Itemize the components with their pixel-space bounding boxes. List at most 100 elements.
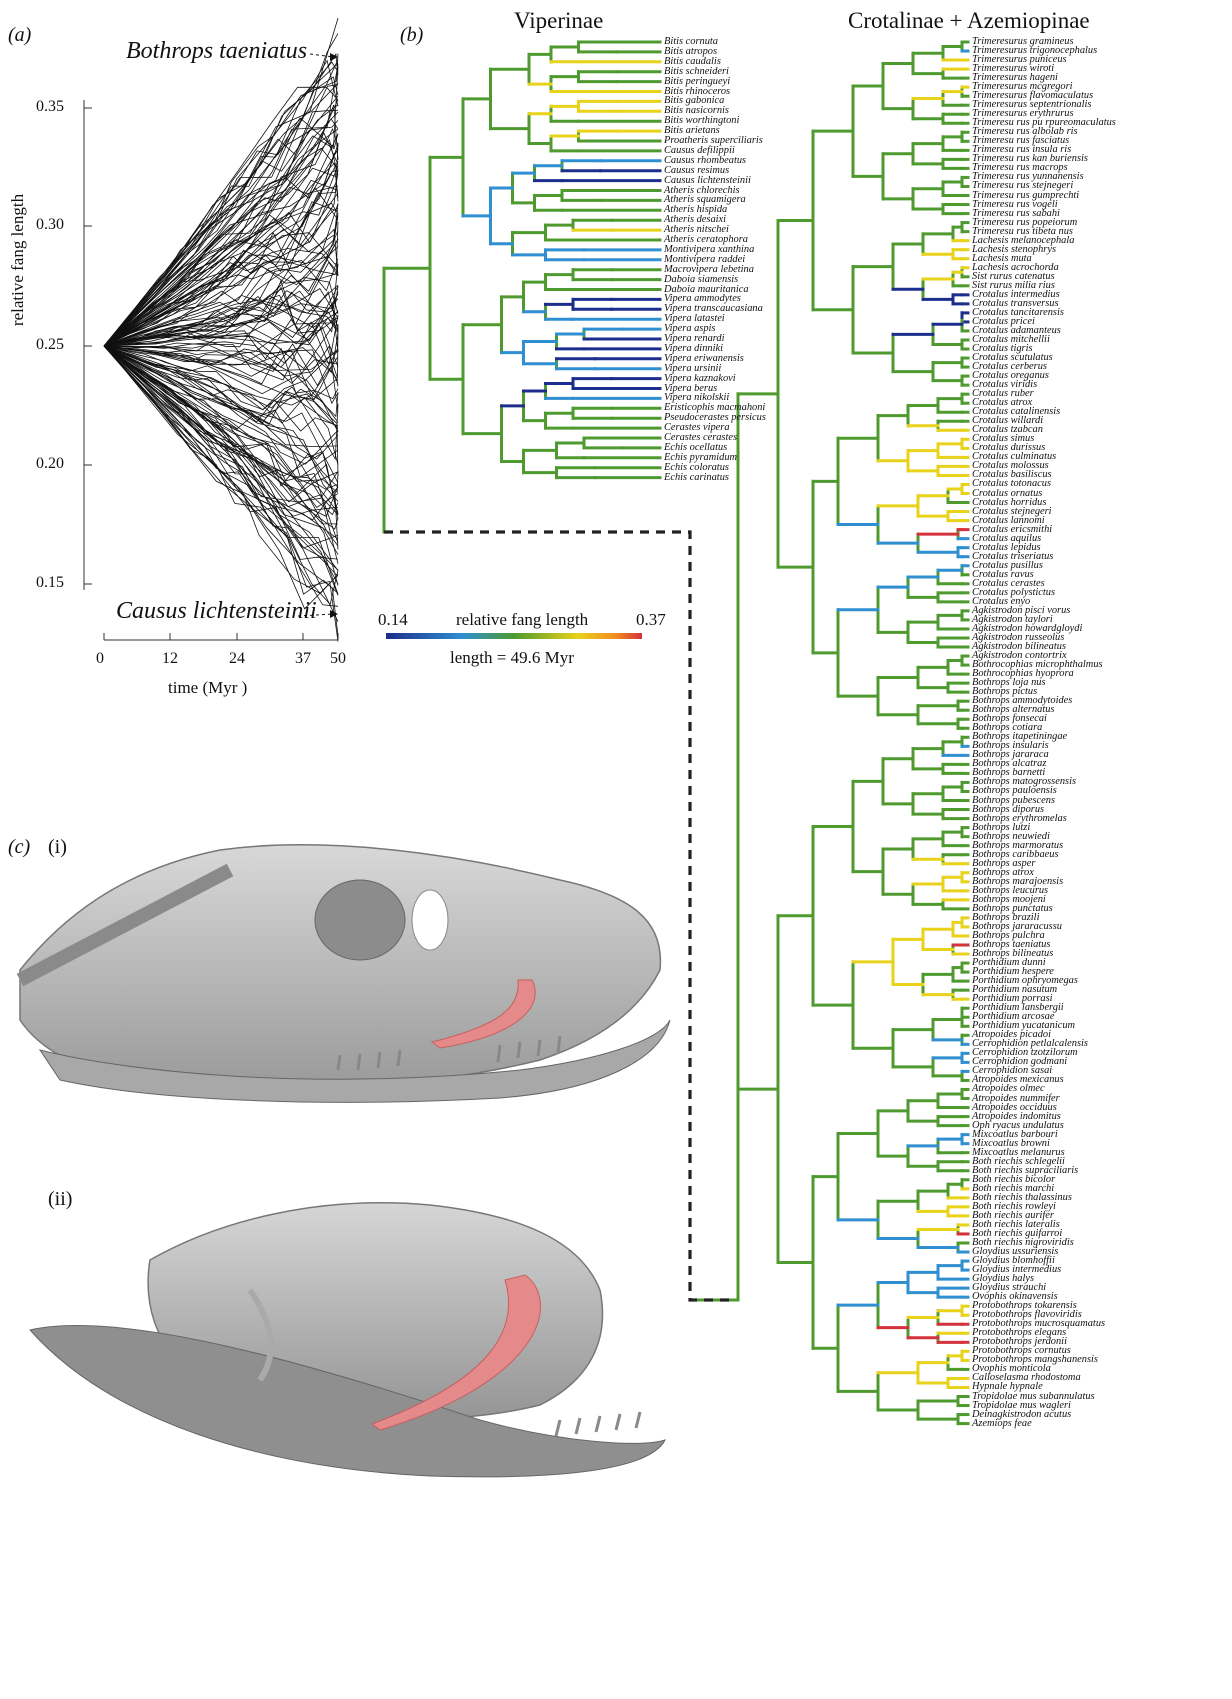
tip-label: Trimeresu rus macrops <box>972 162 1068 174</box>
tip-label: Crotalus durissus <box>972 442 1046 454</box>
tip-label: Bothrops atrox <box>972 866 1034 878</box>
tip-label: Mixcoatlus barbouri <box>972 1128 1058 1140</box>
tip-label: Trimeresurus wiroti <box>972 63 1055 75</box>
tip-label: Bothrops moojeni <box>972 893 1046 905</box>
crotalinae-title: Crotalinae + Azemiopinae <box>848 8 1090 33</box>
skull-i-teeth <box>336 1035 562 1071</box>
tip-label: Vipera berus <box>664 382 718 394</box>
tip-label: Bitis worthingtoni <box>664 115 740 127</box>
trajectory <box>103 261 339 347</box>
x-tick-label: 50 <box>330 650 346 667</box>
tip-label: Trimeresu rus stejnegeri <box>972 180 1074 192</box>
tip-label: Crotalus oreganus <box>972 370 1049 382</box>
tip-label: Vipera ammodytes <box>664 293 741 305</box>
tip-label: Crotalus polystictus <box>972 586 1056 598</box>
trajectory <box>103 207 339 347</box>
tip-label: Trimeresu rus pu rpureomaculatus <box>972 117 1116 129</box>
tip-label: Crotalus culminatus <box>972 451 1057 463</box>
tip-label: Bothrops fonsecai <box>972 713 1047 725</box>
trajectory <box>103 345 339 448</box>
tip-label: Cerastes vipera <box>664 422 730 434</box>
trajectory <box>103 318 339 381</box>
tip-label: Protobothrops mangshanensis <box>972 1354 1098 1366</box>
tip-label: Trimeresu rus tibeta nus <box>972 225 1073 237</box>
tip-label: Crotalus tancitarensis <box>972 306 1064 318</box>
tip-label: Echis coloratus <box>664 461 729 473</box>
tip-label: Tropidolae mus subannulatus <box>972 1390 1095 1402</box>
bottom-species-label: Causus lichtensteinii <box>116 598 317 624</box>
tip-label: Ovophis monticola <box>972 1363 1051 1375</box>
tip-label: Trimeresu rus vogeli <box>972 198 1058 210</box>
trajectory <box>103 127 339 347</box>
panel-a-plot <box>83 17 339 642</box>
tip-label: Bothrops pictus <box>972 686 1038 698</box>
trajectory <box>103 165 339 347</box>
tip-label: Bothrops jararaca <box>972 749 1049 761</box>
tip-label: Bothrops marajoensis <box>972 875 1064 887</box>
tip-label: Porthidium lansbergii <box>972 1002 1064 1014</box>
tip-label: Protobothrops elegans <box>972 1327 1067 1339</box>
tip-label: Causus defilippii <box>664 144 735 156</box>
tip-label: Trimeresu rus sabahi <box>972 207 1060 219</box>
tip-label: Trimeresurus puniceus <box>972 54 1067 66</box>
tip-label: Vipera transcaucasiana <box>664 303 763 315</box>
trajectory <box>103 345 339 423</box>
tip-label: Vipera ursinii <box>664 362 722 374</box>
tip-label: Agkistrodon taylori <box>972 613 1053 625</box>
tip-label: Trimeresurus hageni <box>972 72 1058 84</box>
tip-label: Agkistrodon contortrix <box>972 650 1067 662</box>
tip-label: Echis pyramidum <box>664 451 738 463</box>
tip-label: Bitis nasicornis <box>664 105 729 117</box>
skull-ii-teeth <box>554 1411 642 1437</box>
trajectory <box>103 221 339 347</box>
skull-ii-jaw <box>29 1325 666 1478</box>
trajectory <box>103 185 339 347</box>
tip-label: Bothrops alcatraz <box>972 758 1047 770</box>
tip-label: Atropoides nummifer <box>972 1092 1060 1104</box>
tip-label: Protobothrops tokarensis <box>972 1300 1077 1312</box>
trajectory <box>103 63 339 347</box>
panel-b-label: (b) <box>400 24 424 46</box>
tip-label: Echis ocellatus <box>664 441 728 453</box>
skull-i-maxilla <box>16 863 234 987</box>
tip-label: Bothrops pauloensis <box>972 785 1057 797</box>
tip-label: Agkistrodon bilineatus <box>972 641 1066 652</box>
tip-label: Bothrops neuwiedi <box>972 830 1050 842</box>
tip-label: Crotalus ericsmithi <box>972 523 1053 535</box>
tip-label: Causus resimus <box>664 164 730 176</box>
trajectory <box>103 228 339 347</box>
tip-label: Bitis cornuta <box>664 36 718 47</box>
tip-label: Both riechis supraciliaris <box>972 1164 1079 1176</box>
tip-label: Porthidium yucatanicum <box>972 1020 1076 1032</box>
tip-label: Lachesis acrochorda <box>972 261 1059 273</box>
skull-ii-fang <box>370 1274 541 1431</box>
trajectory <box>103 192 339 347</box>
tip-label: Cerrophidion sasai <box>972 1065 1053 1077</box>
tip-label: Protobothrops jerdonii <box>972 1336 1067 1348</box>
trajectory <box>103 345 339 503</box>
tip-label: Crotalus lannomi <box>972 514 1045 526</box>
tree-connector <box>384 530 730 1302</box>
skull-i-orbit <box>314 879 406 961</box>
tip-label: Crotalus lepidus <box>972 541 1041 553</box>
tip-label: Bothrops taeniatus <box>972 939 1051 950</box>
trajectory <box>103 345 339 560</box>
trajectory <box>103 345 339 610</box>
y-tick-label: 0.20 <box>36 455 64 472</box>
tip-label: Bitis atropos <box>664 45 718 57</box>
viperinae-tree <box>382 40 662 534</box>
trajectory <box>103 345 339 484</box>
tip-label: Azemiops feae <box>972 1417 1032 1429</box>
tip-label: Deinagkistrodon acutus <box>972 1408 1072 1420</box>
tip-label: Atheris chlorechis <box>664 184 740 196</box>
tip-label: Trimeresu rus yunnanensis <box>972 171 1084 183</box>
tip-label: Crotalus ruber <box>972 388 1034 400</box>
trajectory <box>103 143 339 347</box>
tip-label: Trimeresurus erythrurus <box>972 108 1074 120</box>
tip-label: Crotalus tigris <box>972 343 1033 355</box>
trajectory <box>103 59 339 347</box>
y-tick-label: 0.25 <box>36 336 64 353</box>
tip-label: Vipera renardi <box>664 333 725 344</box>
bottom-arrowhead <box>330 610 338 618</box>
